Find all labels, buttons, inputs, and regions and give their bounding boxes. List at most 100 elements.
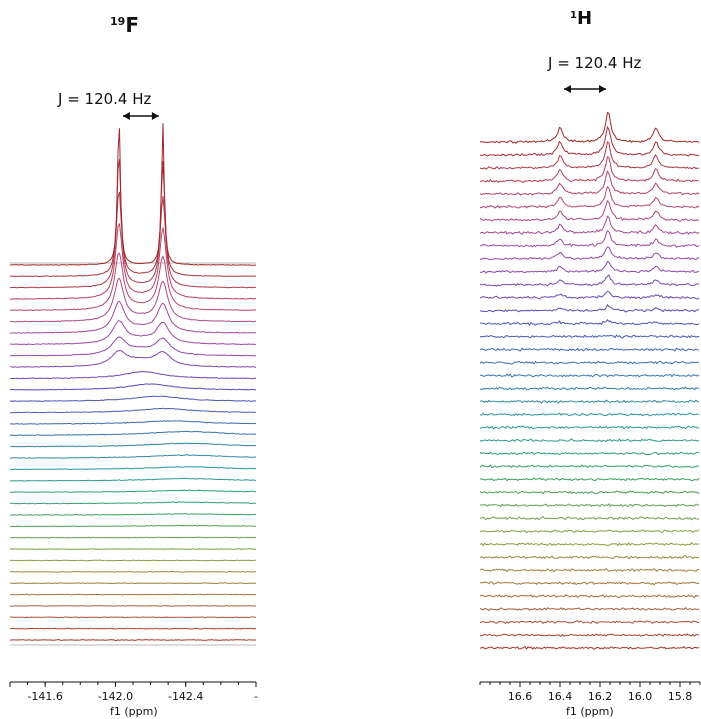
right-j-coupling-arrow: [564, 85, 606, 93]
left-j-coupling-arrow: [122, 112, 159, 120]
right-traces: [479, 111, 700, 650]
right-trace-1: [479, 645, 700, 650]
right-trace-39: [480, 126, 700, 157]
left-trace-5: [10, 593, 257, 596]
left-trace-11: [9, 524, 257, 528]
right-trace-27: [479, 304, 699, 313]
left-tick-label: -141.6: [27, 690, 62, 703]
right-trace-14: [480, 477, 700, 482]
right-trace-11: [479, 516, 700, 521]
right-trace-22: [480, 373, 700, 378]
left-trace-31: [9, 223, 257, 300]
right-tick-label: 16.0: [628, 690, 653, 703]
left-trace-27: [9, 320, 257, 346]
right-trace-37: [479, 156, 700, 183]
left-trace-12: [10, 513, 257, 516]
right-trace-24: [479, 347, 700, 352]
right-trace-38: [479, 141, 700, 170]
left-trace-4: [9, 605, 257, 607]
right-trace-18: [479, 425, 700, 430]
right-trace-19: [479, 412, 700, 417]
left-trace-26: [9, 336, 256, 357]
left-trace-24: [10, 371, 257, 380]
right-trace-32: [479, 230, 700, 248]
left-trace-19: [9, 430, 257, 436]
right-trace-12: [479, 503, 700, 508]
left-trace-14: [9, 489, 257, 493]
right-trace-40: [480, 111, 700, 144]
left-arrow-head-left: [122, 112, 130, 120]
left-trace-17: [9, 454, 257, 459]
left-trace-9: [9, 548, 257, 550]
right-trace-10: [479, 529, 700, 534]
left-trace-20: [9, 420, 257, 425]
left-nucleus-superscript: 19: [110, 15, 125, 28]
left-trace-33: [9, 158, 256, 278]
right-x-axis-label: f1 (ppm): [566, 705, 614, 718]
right-trace-29: [479, 274, 700, 287]
left-tick-label: -: [254, 690, 258, 703]
right-trace-31: [479, 246, 700, 261]
left-trace-3: [9, 616, 257, 619]
right-trace-34: [479, 200, 700, 222]
right-panel: 1H J = 120.4 Hz 16.6 16.4 16.2 16.0 15.8 f1 …: [479, 8, 701, 718]
right-nucleus-superscript: 1: [570, 10, 577, 21]
right-tick-label: 16.6: [508, 690, 533, 703]
right-trace-25: [479, 334, 700, 339]
right-trace-30: [479, 260, 700, 274]
left-trace-15: [9, 477, 257, 482]
left-panel: 19F J = 120.4 Hz -141.6 -142.0 -142.4 - f1 …: [9, 13, 258, 718]
left-arrow-head-right: [151, 112, 159, 120]
left-nucleus-base: F: [125, 13, 139, 37]
right-x-axis: 16.6 16.4 16.2 16.0 15.8: [479, 681, 701, 703]
right-trace-23: [479, 360, 700, 365]
right-nucleus-base: H: [577, 8, 592, 29]
right-arrow-head-right: [599, 85, 606, 93]
right-trace-8: [479, 555, 700, 560]
left-trace-21: [10, 407, 257, 414]
right-trace-9: [479, 542, 700, 547]
right-tick-label: 16.4: [548, 690, 573, 703]
left-trace-10: [9, 536, 256, 539]
left-x-axis: -141.6 -142.0 -142.4 -: [9, 681, 258, 703]
left-trace-1: [9, 639, 257, 641]
right-trace-3: [479, 620, 700, 624]
left-tick-label: -142.4: [168, 690, 203, 703]
left-trace-32: [10, 191, 257, 289]
right-nucleus-label: 1H: [570, 8, 592, 29]
left-trace-16: [9, 466, 257, 471]
left-trace-6: [10, 582, 257, 585]
right-trace-26: [479, 319, 700, 326]
right-trace-17: [479, 438, 700, 443]
right-trace-36: [479, 170, 700, 196]
right-trace-4: [479, 607, 700, 611]
left-trace-2: [9, 627, 257, 630]
right-trace-7: [479, 568, 700, 573]
left-trace-8: [9, 559, 257, 562]
right-trace-33: [479, 215, 700, 235]
right-trace-13: [479, 490, 700, 495]
left-trace-34: [9, 123, 257, 266]
left-j-coupling-label: J = 120.4 Hz: [57, 90, 152, 108]
left-trace-7: [9, 570, 257, 573]
left-trace-18: [9, 442, 256, 448]
right-trace-2: [480, 633, 700, 637]
right-tick-label: 16.2: [588, 690, 613, 703]
left-traces: [9, 123, 257, 646]
right-trace-15: [479, 464, 699, 469]
left-trace-22: [9, 395, 256, 402]
left-nucleus-label: 19F: [110, 13, 139, 37]
left-trace-23: [9, 383, 257, 391]
right-trace-20: [479, 399, 700, 404]
left-tick-label: -142.0: [98, 690, 133, 703]
right-arrow-head-left: [564, 85, 571, 93]
left-x-axis-label: f1 (ppm): [110, 705, 158, 718]
left-trace-30: [9, 252, 257, 311]
right-trace-35: [479, 186, 700, 209]
right-tick-label: 15.8: [668, 690, 693, 703]
left-trace-13: [9, 501, 256, 505]
left-trace-29: [9, 278, 257, 323]
right-trace-16: [479, 451, 700, 456]
left-trace-28: [9, 300, 256, 334]
